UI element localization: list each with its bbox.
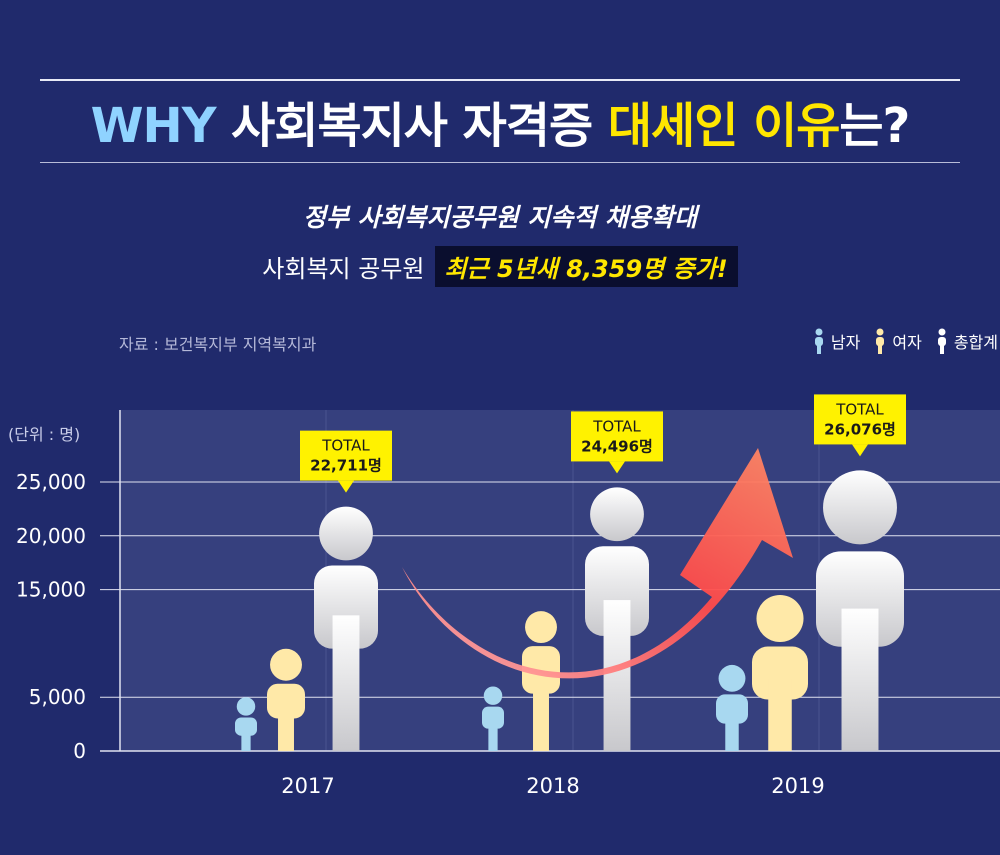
callout-label: TOTAL [835,400,884,418]
person-total [314,506,378,751]
legend-item-male: 남자 [813,328,860,354]
legend-item-total: 총합계 [936,328,998,354]
y-tick-label: 15,000 [16,578,86,602]
y-tick-label: 0 [73,739,86,763]
headline-mid: 사회복지사 자격증 [215,98,608,154]
person-male [482,686,504,751]
legend-label: 남자 [830,333,861,352]
headline-why: WHY [90,98,217,154]
person-total [585,487,649,751]
bottom-rule [40,162,960,163]
person-male [716,664,748,751]
headline-end: 는? [839,98,910,154]
total-callout: TOTAL 26,076명 [814,394,906,457]
callout-label: TOTAL [592,417,641,435]
headline: WHY 사회복지사 자격증 대세인 이유는? [0,86,1000,156]
person-female [522,611,560,751]
subtitle-line1: 정부 사회복지공무원 지속적 채용확대 [302,203,698,232]
y-tick-label: 5,000 [29,685,86,709]
top-rule [40,79,960,81]
subtitle-line2-highlight: 최근 5년새 8,359명 증가! [434,246,738,287]
y-tick-label: 20,000 [16,524,86,548]
source-note: 자료 : 보건복지부 지역복지과 [119,335,317,354]
y-unit-label: (단위 : 명) [8,425,80,444]
total-callout: TOTAL 22,711명 [300,430,392,493]
legend-label: 여자 [892,333,922,352]
callout-value: 24,496명 [581,437,653,455]
person-icon [876,328,885,354]
callout-value: 26,076명 [824,420,896,438]
x-tick-label: 2019 [771,774,824,798]
subtitle-line2: 사회복지 공무원 최근 5년새 8,359명 증가! [0,246,1000,287]
x-tick-label: 2018 [526,774,579,798]
person-male [235,697,257,751]
person-icon [937,328,946,354]
person-total [816,470,904,751]
person-icon [814,328,823,354]
legend-label: 총합계 [953,333,998,352]
callout-value: 22,711명 [310,457,382,475]
total-callout: TOTAL 24,496명 [571,411,663,474]
subtitle-line2-plain: 사회복지 공무원 [262,255,425,283]
y-tick-label: 25,000 [16,470,86,494]
legend-item-female: 여자 [874,328,922,354]
x-tick-label: 2017 [281,774,334,798]
person-female [752,594,808,751]
headline-highlight: 대세인 이유 [607,98,841,154]
growth-arrow [402,448,793,679]
person-female [267,648,305,751]
legend: 남자 여자 총합계 [813,328,998,354]
callout-label: TOTAL [321,437,370,455]
